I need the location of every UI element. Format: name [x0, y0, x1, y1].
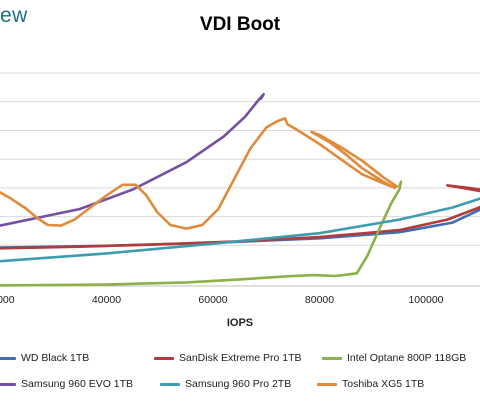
logo-fragment: ew: [0, 4, 28, 27]
x-tick-label: 20000: [0, 294, 15, 306]
legend-swatch: [154, 356, 174, 360]
legend-label: Samsung 960 EVO 1TB: [21, 378, 134, 390]
chart-title: VDI Boot: [199, 14, 281, 35]
legend-item: Samsung 960 EVO 1TB: [0, 378, 133, 390]
x-tick-label: 80000: [305, 294, 334, 306]
series-line-intel-optane-800p-118gb: [0, 180, 403, 287]
x-axis: 20000 40000 60000 80000 100000: [0, 285, 480, 306]
legend-label: Intel Optane 800P 118GB: [347, 352, 467, 364]
legend-label: WD Black 1TB: [21, 352, 90, 364]
legend-label: Samsung 960 Pro 2TB: [185, 378, 292, 390]
legend-swatch: [322, 356, 342, 360]
legend-item: Samsung 960 Pro 2TB: [160, 378, 291, 390]
x-tick-label: 40000: [92, 294, 121, 306]
series-line-toshiba-xg5-1tb: [0, 117, 398, 230]
legend-item: Intel Optane 800P 118GB: [322, 352, 466, 364]
series-line-samsung-960-evo-1tb: [0, 92, 265, 227]
legend-swatch: [0, 356, 16, 360]
legend-label: SanDisk Extreme Pro 1TB: [179, 352, 302, 364]
x-axis-label: IOPS: [226, 317, 254, 329]
legend-swatch: [160, 382, 180, 386]
legend-item: Toshiba XG5 1TB: [317, 378, 424, 390]
legend: WD Black 1TB SanDisk Extreme Pro 1TB Intel…: [0, 344, 480, 401]
x-tick-label: 100000: [408, 294, 443, 306]
series-lines: [0, 92, 480, 287]
legend-swatch: [317, 382, 337, 386]
x-tick-label: 60000: [198, 294, 227, 306]
legend-label: Toshiba XG5 1TB: [342, 378, 425, 390]
series-line-sandisk-extreme-pro-1tb: [0, 184, 480, 250]
legend-item: WD Black 1TB: [0, 352, 89, 364]
legend-item: SanDisk Extreme Pro 1TB: [154, 352, 302, 364]
legend-swatch: [0, 382, 16, 386]
series-line-samsung-960-pro-2tb: [0, 197, 480, 263]
